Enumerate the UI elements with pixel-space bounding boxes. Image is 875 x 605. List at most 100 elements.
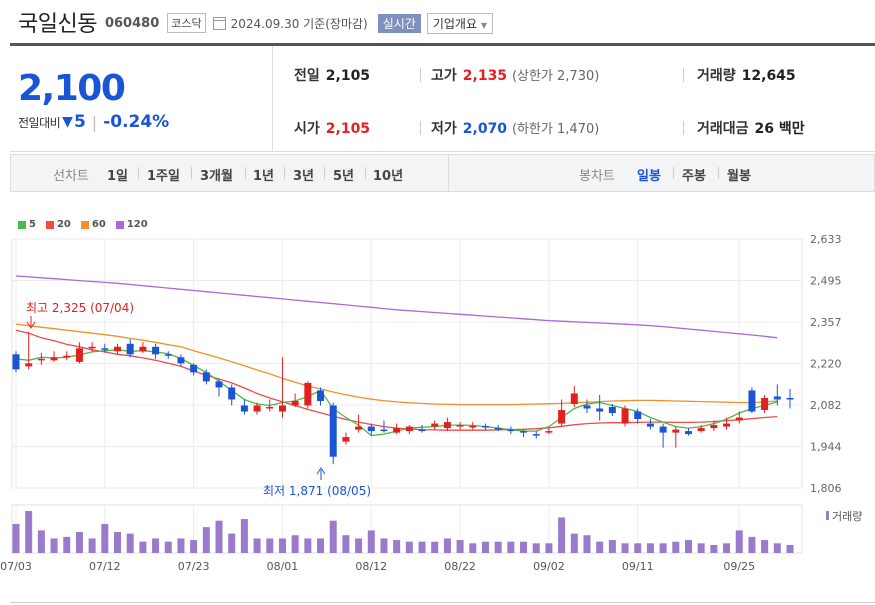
volume-bar <box>304 538 312 553</box>
tab-weekly[interactable]: 주봉 <box>682 169 706 184</box>
x-tick-label: 09/25 <box>723 560 755 573</box>
candle-body <box>50 357 58 361</box>
volume-bar <box>507 541 515 553</box>
volume-bar <box>469 543 477 553</box>
tab-daily[interactable]: 일봉 <box>637 169 661 184</box>
volume-bar <box>177 538 185 553</box>
volume-bar <box>101 523 109 553</box>
open-value: 2,105 <box>325 121 371 137</box>
y-tick-label: 2,633 <box>810 233 842 246</box>
volume-bar <box>735 530 743 553</box>
x-tick-label: 09/02 <box>533 560 565 573</box>
company-overview-dropdown[interactable]: 기업개요 ▼ <box>426 12 493 34</box>
candle-body <box>405 426 413 432</box>
realtime-button[interactable]: 실시간 <box>377 13 421 33</box>
ma-legend: 5 20 60 120 <box>18 219 158 230</box>
volume-bar <box>596 541 604 553</box>
ma5-swatch <box>18 220 26 229</box>
volume-value: 12,645 <box>741 68 796 84</box>
tab-3y[interactable]: 3년 <box>293 169 315 184</box>
volume-bar <box>431 541 439 553</box>
stock-name: 국일신동 <box>18 12 97 37</box>
change-rate: -0.24% <box>103 112 170 132</box>
tab-monthly[interactable]: 월봉 <box>727 169 751 184</box>
change-value: 5 <box>73 112 86 132</box>
volume-bar <box>329 520 337 553</box>
candle-body <box>75 348 83 362</box>
candle-body <box>278 405 286 412</box>
legend-ma60[interactable]: 60 <box>80 219 106 230</box>
candle-body <box>329 405 337 457</box>
tab-1w[interactable]: 1주일 <box>147 169 180 184</box>
volume-bar <box>190 540 198 553</box>
volume-bar <box>114 532 122 553</box>
candle-body <box>12 354 20 370</box>
stock-code: 060480 <box>104 16 160 31</box>
candle-body <box>735 417 743 421</box>
volume-bar <box>583 535 591 553</box>
volume-bar <box>456 540 464 553</box>
candle-body <box>583 405 591 409</box>
volume-bar <box>291 535 299 553</box>
legend-ma20[interactable]: 20 <box>45 219 71 230</box>
tab-divider <box>245 167 246 179</box>
volume-bar <box>570 533 578 553</box>
ma120-label: 120 <box>126 219 148 230</box>
ma5-line <box>15 349 778 437</box>
amount-label: 거래대금 <box>697 121 749 137</box>
volume-bar <box>520 541 528 553</box>
candle-body <box>126 343 134 355</box>
x-tick-label: 07/23 <box>178 560 210 573</box>
volume: 거래량 12,645 <box>697 65 796 85</box>
volume-bar <box>215 520 223 553</box>
ma120-line <box>15 275 778 339</box>
volume-bar <box>63 536 71 553</box>
tab-1y[interactable]: 1년 <box>253 169 275 184</box>
candle-body <box>520 431 528 433</box>
tab-10y[interactable]: 10년 <box>373 169 404 184</box>
candle-body <box>367 426 375 432</box>
legend-ma120[interactable]: 120 <box>115 219 148 230</box>
tab-5y[interactable]: 5년 <box>333 169 355 184</box>
volume-legend-swatch <box>826 511 829 520</box>
candle-body <box>190 364 198 373</box>
tab-divider <box>718 167 719 179</box>
stock-header: 국일신동 060480 코스닥 2024.09.30 기준(장마감) 실시간 기… <box>18 6 493 38</box>
candle-body <box>25 363 33 367</box>
tab-3m[interactable]: 3개월 <box>200 169 233 184</box>
candle-body <box>723 423 731 427</box>
volume-bar <box>126 533 134 553</box>
volume-bar <box>697 543 705 553</box>
tab-divider <box>673 167 674 179</box>
price-divider <box>272 46 273 152</box>
volume-bar <box>418 541 426 553</box>
candle-body <box>748 390 756 412</box>
volume-bar <box>494 541 502 553</box>
down-triangle-icon: ▼ <box>62 114 73 130</box>
candle-body <box>152 346 160 355</box>
candle-body <box>215 381 223 388</box>
volume-bar <box>367 530 375 553</box>
high-annotation: 최고 2,325 (07/04) <box>26 301 134 315</box>
volume-bar <box>164 541 172 553</box>
volume-bar <box>202 527 210 553</box>
candle-body <box>494 428 502 430</box>
volume-bar <box>608 540 616 553</box>
volume-bar <box>443 538 451 553</box>
volume-bar <box>393 540 401 553</box>
candle-body <box>761 397 769 411</box>
legend-ma5[interactable]: 5 <box>18 219 36 230</box>
volume-bar <box>75 532 83 553</box>
tab-candle-chart[interactable]: 봉차트 <box>579 169 615 184</box>
tab-divider <box>365 167 366 179</box>
candle-body <box>88 346 96 349</box>
x-tick-label: 08/12 <box>355 560 387 573</box>
tab-1d[interactable]: 1일 <box>107 169 129 184</box>
tab-line-chart[interactable]: 선차트 <box>53 169 89 184</box>
candle-body <box>646 423 654 427</box>
cell-divider <box>420 121 421 135</box>
volume-bar <box>317 538 325 553</box>
volume-bar <box>723 543 731 553</box>
tab-divider <box>191 167 192 179</box>
